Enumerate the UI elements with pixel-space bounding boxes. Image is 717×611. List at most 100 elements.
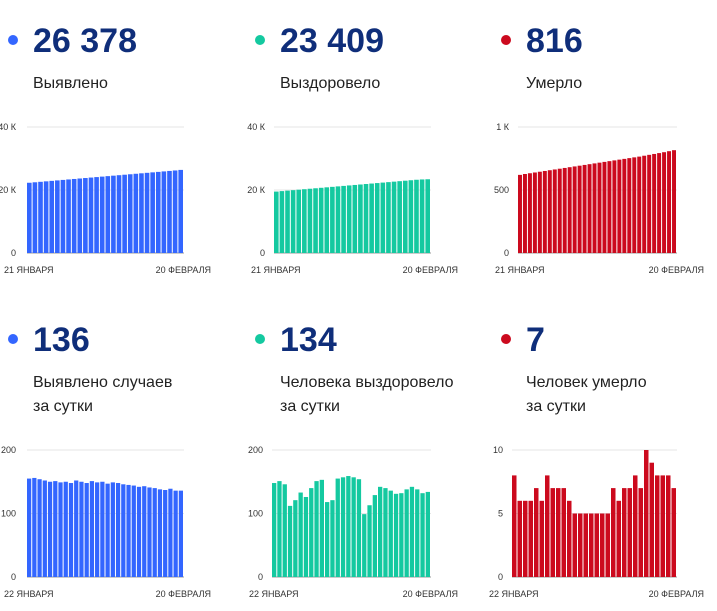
x-tick-label-first: 22 ЯНВАРЯ — [249, 589, 299, 599]
bar — [95, 482, 100, 577]
y-tick-label: 200 — [248, 445, 263, 455]
bar — [71, 178, 77, 253]
bar — [335, 478, 340, 577]
stat-label-line1: Человек умерло — [526, 374, 647, 391]
bar — [136, 486, 142, 577]
bar — [79, 481, 84, 577]
y-tick-label: 0 — [504, 248, 509, 258]
bar — [272, 483, 277, 577]
bar — [562, 167, 567, 253]
bar — [372, 495, 377, 577]
bar — [556, 488, 561, 577]
bar — [386, 182, 391, 253]
legend-dot — [8, 334, 18, 344]
bar — [622, 488, 627, 577]
bar — [287, 505, 293, 577]
bar — [660, 475, 665, 577]
bar — [325, 502, 330, 577]
bar — [313, 188, 318, 253]
x-tick-label-last: 20 ФЕВРАЛЯ — [649, 265, 704, 275]
bar — [380, 182, 386, 253]
x-tick-label-first: 21 ЯНВАРЯ — [251, 265, 301, 275]
bar — [602, 161, 607, 253]
bar — [374, 183, 380, 253]
bar — [335, 186, 341, 253]
bar — [330, 500, 335, 577]
legend-dot — [501, 334, 511, 344]
bar — [32, 477, 37, 577]
bar — [340, 477, 346, 577]
bar — [163, 490, 168, 577]
bar — [589, 513, 594, 577]
bar — [522, 173, 527, 253]
bar — [144, 172, 150, 253]
bar — [53, 481, 58, 577]
bar — [399, 493, 404, 577]
bar — [402, 180, 408, 253]
bar — [583, 513, 588, 577]
y-tick-label: 10 — [493, 445, 503, 455]
bar — [607, 161, 612, 253]
stat-label-line1: Выявлено случаев — [33, 374, 173, 391]
bar — [363, 184, 369, 253]
bar — [666, 475, 671, 577]
bar — [391, 181, 397, 253]
bar — [518, 174, 522, 253]
bar — [110, 482, 115, 577]
bar — [161, 171, 167, 253]
bar — [627, 158, 632, 253]
x-tick-label-first: 22 ЯНВАРЯ — [4, 589, 54, 599]
bar — [597, 162, 602, 253]
bar — [539, 500, 544, 577]
bar — [346, 476, 351, 577]
y-tick-label: 500 — [494, 185, 509, 195]
bar — [126, 484, 131, 577]
bar — [572, 513, 577, 577]
stat-value: 23 409 — [280, 22, 384, 60]
bar — [47, 481, 53, 577]
bar — [378, 486, 383, 577]
bar — [319, 479, 324, 577]
bar — [657, 153, 662, 253]
bar — [84, 483, 89, 577]
bar — [644, 450, 649, 577]
bar — [662, 152, 667, 253]
stat-value: 26 378 — [33, 22, 137, 60]
bar — [393, 493, 399, 577]
bar — [155, 171, 161, 253]
bar — [302, 189, 307, 253]
x-tick-label-last: 20 ФЕВРАЛЯ — [649, 589, 704, 599]
bar — [642, 155, 647, 253]
bar — [582, 164, 587, 253]
bar — [397, 181, 402, 253]
bar — [296, 189, 302, 253]
bar — [290, 190, 296, 253]
x-tick-label-last: 20 ФЕВРАЛЯ — [156, 265, 211, 275]
bar — [157, 489, 163, 577]
bar — [655, 475, 660, 577]
bar — [523, 500, 528, 577]
bar — [352, 184, 358, 253]
stat-label: Выявлено — [33, 75, 108, 92]
bar — [37, 479, 42, 577]
y-tick-label: 5 — [498, 509, 503, 519]
bar — [43, 181, 49, 253]
bar — [60, 179, 66, 253]
bar — [627, 488, 632, 577]
stat-label-line2: за сутки — [33, 398, 93, 415]
stat-label: Умерло — [526, 75, 583, 92]
y-tick-label: 1 К — [496, 122, 510, 132]
bar — [667, 151, 672, 253]
bar — [351, 477, 356, 577]
bar — [616, 500, 621, 577]
bar — [282, 484, 287, 577]
bar — [592, 163, 597, 253]
bar — [388, 490, 393, 577]
bar — [298, 492, 303, 577]
bar — [68, 483, 74, 577]
bar — [293, 500, 298, 577]
bar — [121, 484, 126, 577]
bar — [632, 157, 637, 253]
bar — [578, 513, 583, 577]
bar — [127, 174, 133, 253]
